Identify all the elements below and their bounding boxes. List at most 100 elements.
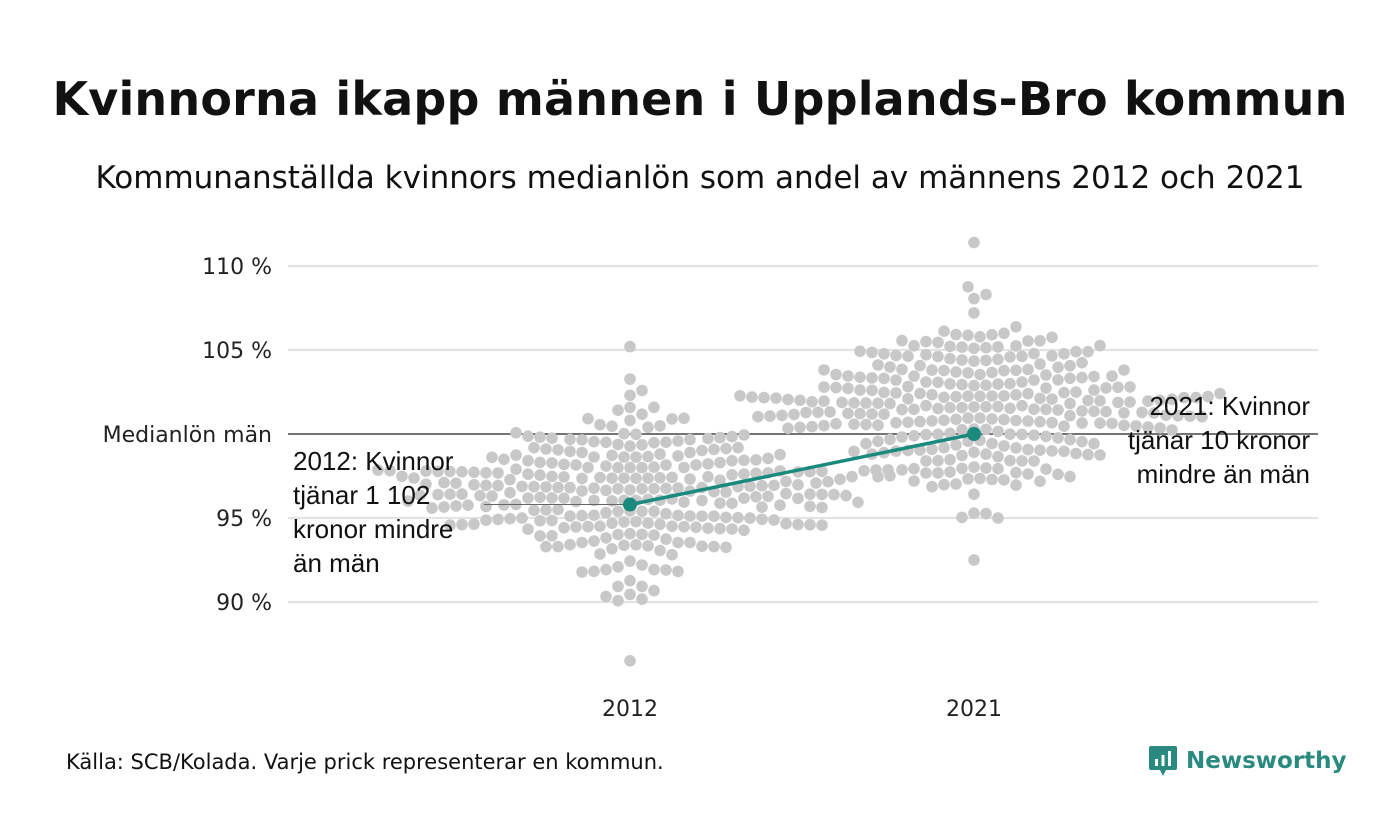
municipality-dot-2021 — [758, 391, 770, 404]
municipality-dot-2012 — [624, 655, 636, 667]
municipality-dot-2012 — [630, 428, 642, 441]
municipality-dot-2012 — [570, 459, 582, 471]
municipality-dot-2012 — [420, 465, 432, 477]
newsworthy-logo[interactable]: Newsworthy — [1148, 744, 1347, 778]
y-tick-label: 105 % — [202, 339, 272, 364]
municipality-dot-2021 — [1040, 382, 1052, 394]
municipality-dot-2012 — [840, 489, 852, 502]
municipality-dot-2021 — [866, 372, 878, 384]
municipality-dot-2012 — [684, 473, 696, 485]
municipality-dot-2012 — [444, 488, 456, 501]
municipality-dot-2012 — [648, 482, 660, 495]
municipality-dot-2021 — [860, 418, 872, 431]
municipality-dot-2012 — [510, 463, 522, 476]
municipality-dot-2021 — [896, 334, 908, 347]
municipality-dot-2012 — [624, 401, 636, 414]
municipality-dot-2021 — [794, 394, 806, 407]
municipality-dot-2012 — [636, 408, 648, 421]
municipality-dot-2012 — [600, 532, 612, 544]
municipality-dot-2012 — [624, 461, 636, 474]
municipality-dot-2021 — [1124, 381, 1136, 393]
municipality-dot-2021 — [974, 368, 986, 381]
municipality-dot-2021 — [902, 350, 914, 363]
municipality-dot-2021 — [890, 387, 902, 399]
municipality-dot-2021 — [992, 512, 1004, 524]
municipality-dot-2021 — [956, 354, 968, 366]
municipality-dot-2021 — [812, 406, 824, 419]
municipality-dot-2021 — [926, 388, 938, 401]
municipality-dot-2021 — [1160, 409, 1172, 422]
municipality-dot-2021 — [1010, 466, 1022, 479]
municipality-dot-2021 — [1040, 430, 1052, 443]
municipality-dot-2012 — [546, 530, 558, 542]
municipality-dot-2012 — [498, 453, 510, 466]
municipality-dot-2021 — [770, 392, 782, 405]
municipality-dot-2012 — [522, 492, 534, 504]
municipality-dot-2021 — [1004, 454, 1016, 467]
municipality-dot-2012 — [624, 555, 636, 567]
municipality-dot-2012 — [612, 483, 624, 495]
municipality-dot-2012 — [738, 454, 750, 467]
municipality-dot-2021 — [974, 412, 986, 424]
municipality-dot-2021 — [980, 354, 992, 367]
municipality-dot-2012 — [468, 466, 480, 479]
municipality-dot-2012 — [780, 475, 792, 488]
municipality-dot-2021 — [1100, 382, 1112, 394]
municipality-dot-2021 — [998, 364, 1010, 377]
municipality-dot-2021 — [1022, 415, 1034, 427]
municipality-dot-2021 — [992, 378, 1004, 390]
municipality-dot-2021 — [968, 236, 980, 249]
municipality-dot-2012 — [540, 540, 552, 553]
municipality-dot-2021 — [932, 336, 944, 349]
municipality-dot-2012 — [504, 486, 516, 499]
municipality-dot-2012 — [732, 441, 744, 454]
municipality-dot-2021 — [806, 420, 818, 433]
municipality-dot-2021 — [1196, 411, 1208, 423]
municipality-dot-2021 — [1016, 399, 1028, 412]
municipality-dot-2021 — [1106, 417, 1118, 430]
municipality-dot-2012 — [660, 533, 672, 545]
municipality-dot-2021 — [944, 378, 956, 390]
municipality-dot-2021 — [1070, 386, 1082, 398]
municipality-dot-2012 — [684, 433, 696, 446]
y-tick-label: 110 % — [202, 255, 272, 280]
municipality-dot-2021 — [878, 386, 890, 399]
municipality-dot-2021 — [1046, 393, 1058, 405]
municipality-dot-2012 — [522, 468, 534, 481]
municipality-dot-2012 — [636, 559, 648, 571]
municipality-dot-2021 — [926, 480, 938, 493]
municipality-dot-2012 — [534, 456, 546, 469]
municipality-dot-2021 — [992, 450, 1004, 463]
municipality-dot-2012 — [612, 438, 624, 451]
municipality-dot-2012 — [600, 506, 612, 519]
municipality-dot-2021 — [1076, 405, 1088, 417]
municipality-dot-2012 — [420, 478, 432, 491]
municipality-dot-2021 — [932, 454, 944, 467]
annotation-2021: 2021: Kvinnor tjänar 10 kronor mindre än m… — [1128, 391, 1310, 489]
municipality-dot-2021 — [962, 329, 974, 342]
municipality-dot-2021 — [890, 349, 902, 362]
municipality-dot-2012 — [834, 473, 846, 486]
municipality-dot-2021 — [1052, 468, 1064, 481]
municipality-dot-2012 — [636, 528, 648, 541]
municipality-dot-2021 — [986, 437, 998, 450]
municipality-dot-2021 — [956, 511, 968, 524]
municipality-dot-2012 — [654, 472, 666, 484]
municipality-dot-2012 — [432, 465, 444, 478]
municipality-dot-2012 — [444, 519, 456, 531]
municipality-dot-2021 — [788, 408, 800, 421]
municipality-dot-2012 — [636, 384, 648, 397]
municipality-dot-2012 — [726, 430, 738, 443]
municipality-dot-2021 — [950, 328, 962, 341]
municipality-dot-2012 — [588, 451, 600, 463]
municipality-dot-2021 — [920, 376, 932, 388]
municipality-dot-2021 — [836, 396, 848, 409]
x-tick-label: 2012 — [602, 697, 658, 722]
municipality-dot-2012 — [576, 536, 588, 549]
municipality-dot-2012 — [696, 494, 708, 507]
municipality-dot-2012 — [660, 482, 672, 495]
municipality-dot-2021 — [908, 430, 920, 442]
municipality-dot-2012 — [522, 523, 534, 535]
municipality-dot-2012 — [792, 518, 804, 531]
